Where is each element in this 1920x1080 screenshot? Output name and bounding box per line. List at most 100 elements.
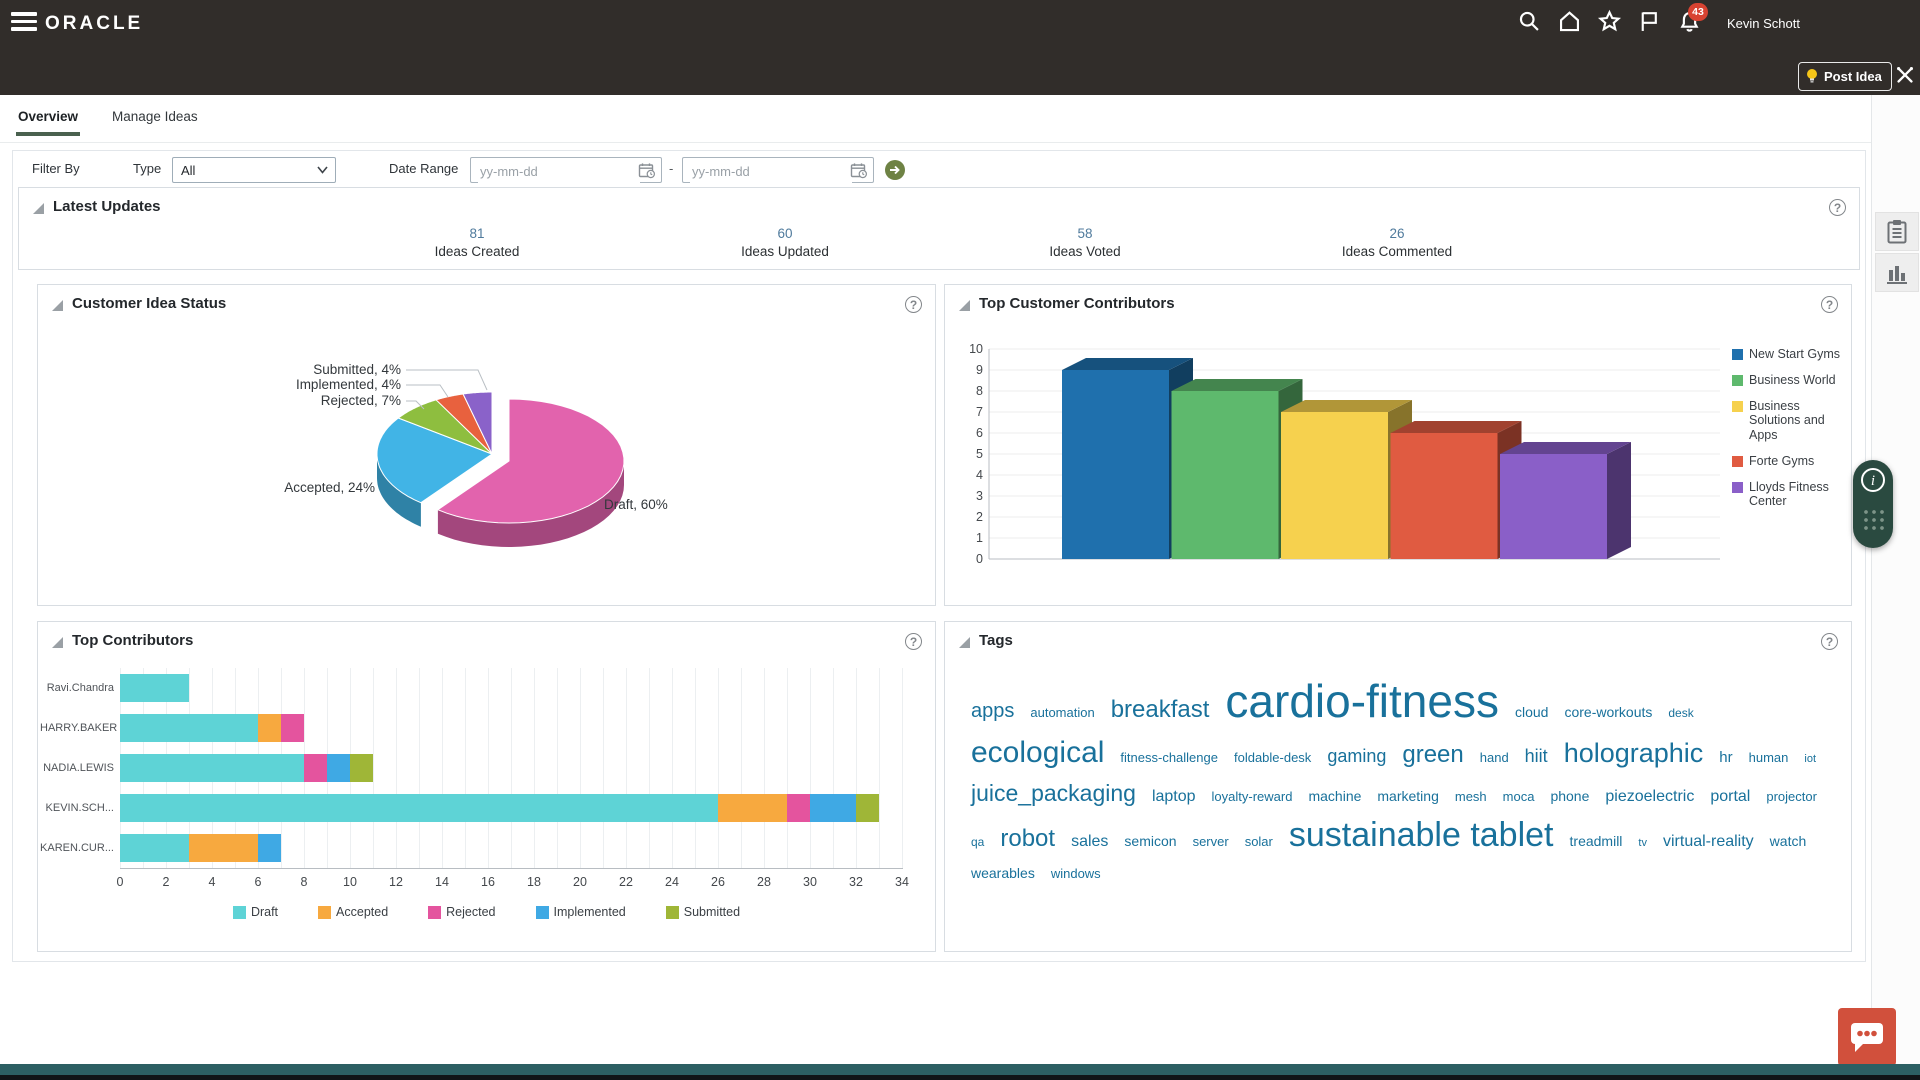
tag-hiit[interactable]: hiit [1524,745,1548,766]
legend-item: Business Solutions and Apps [1732,399,1844,443]
tag-fitness-challenge[interactable]: fitness-challenge [1120,749,1218,765]
x-tick-label: 32 [849,875,863,889]
tag-apps[interactable]: apps [971,700,1015,722]
tag-windows[interactable]: windows [1050,865,1101,881]
tag-server[interactable]: server [1192,833,1229,849]
help-icon[interactable] [905,296,922,313]
clipboard-icon [1887,219,1907,243]
user-menu[interactable]: Kevin Schott [1727,16,1800,31]
bar-top [1281,400,1412,412]
tag-foldable-desk[interactable]: foldable-desk [1233,749,1312,765]
tag-semicon[interactable]: semicon [1124,832,1177,849]
tag-wearables[interactable]: wearables [971,864,1035,881]
collapse-icon[interactable] [33,203,44,214]
stat-value[interactable]: 58 [1077,226,1093,241]
tag-sustainable-tablet[interactable]: sustainable tablet [1288,815,1554,854]
collapse-icon[interactable] [52,637,63,648]
tag-iot[interactable]: iot [1804,752,1817,765]
tag-gaming[interactable]: gaming [1327,745,1387,766]
bar-chart-icon [1887,265,1907,284]
bar-top [1500,442,1631,454]
stat-value[interactable]: 81 [469,226,485,241]
tag-hand[interactable]: hand [1479,749,1509,765]
tag-piezoelectric[interactable]: piezoelectric [1605,787,1695,805]
tag-breakfast[interactable]: breakfast [1110,696,1210,723]
tag-mesh[interactable]: mesh [1454,788,1487,804]
x-tick-label: 28 [757,875,771,889]
tag-core-workouts[interactable]: core-workouts [1564,704,1653,720]
tag-human[interactable]: human [1748,749,1789,765]
tag-qa[interactable]: qa [971,834,985,849]
reports-panel-button[interactable] [1875,253,1919,292]
chat-button[interactable] [1838,1008,1896,1066]
tag-virtual-reality[interactable]: virtual-reality [1662,832,1754,850]
tag-watch[interactable]: watch [1769,832,1807,849]
tag-treadmill[interactable]: treadmill [1569,832,1623,849]
hamburger-menu-icon[interactable] [11,12,37,33]
tag-sales[interactable]: sales [1071,832,1109,850]
tag-robot[interactable]: robot [1000,824,1056,852]
legend-item: New Start Gyms [1732,347,1844,362]
pie-slice-submitted [462,391,493,455]
search-icon[interactable] [1516,8,1543,35]
calendar-icon[interactable] [638,162,656,179]
help-icon[interactable] [1829,199,1846,216]
tag-marketing[interactable]: marketing [1377,787,1439,804]
tag-cardio-fitness[interactable]: cardio-fitness [1225,675,1499,727]
stat-value[interactable]: 60 [777,226,793,241]
tag-moca[interactable]: moca [1502,788,1535,804]
collapse-icon[interactable] [959,300,970,311]
tag-laptop[interactable]: laptop [1151,787,1196,805]
help-icon[interactable] [1821,296,1838,313]
legend-label: Submitted [683,905,741,919]
tag-desk[interactable]: desk [1668,706,1694,720]
tag-juice_packaging[interactable]: juice_packaging [971,779,1136,806]
date-from-input[interactable] [478,159,640,183]
help-icon[interactable] [905,633,922,650]
tag-ecological[interactable]: ecological [971,735,1105,769]
favorites-star-icon[interactable] [1596,8,1623,35]
calendar-icon[interactable] [850,162,868,179]
help-icon[interactable] [1821,633,1838,650]
info-icon[interactable]: i [1861,468,1885,492]
post-idea-button[interactable]: Post Idea [1798,62,1892,91]
stat-ideas-commented: 26 Ideas Commented [1287,226,1507,259]
bar-segment-rejected [304,754,327,782]
home-icon[interactable] [1556,8,1583,35]
collapse-icon[interactable] [52,300,63,311]
tasks-panel-button[interactable] [1875,212,1919,251]
tag-portal[interactable]: portal [1710,787,1751,805]
pie-leader-line [406,400,425,410]
category-label: KAREN.CUR... [40,842,114,854]
oracle-logo: ORACLE [45,13,144,34]
tag-holographic[interactable]: holographic [1563,737,1704,768]
type-select[interactable]: All [172,157,336,183]
tag-loyalty-reward[interactable]: loyalty-reward [1211,788,1293,804]
flag-icon[interactable] [1636,8,1663,35]
tag-green[interactable]: green [1402,740,1464,768]
tag-tv[interactable]: tv [1638,836,1647,849]
tag-hr[interactable]: hr [1719,748,1733,766]
date-to-input[interactable] [690,159,852,183]
drag-dots-icon[interactable] [1862,508,1885,531]
tab-overview[interactable]: Overview [16,95,81,136]
stat-value[interactable]: 26 [1389,226,1405,241]
tag-cloud[interactable]: cloud [1514,704,1549,720]
tools-icon[interactable] [1894,64,1916,86]
collapse-icon[interactable] [959,637,970,648]
tag-automation[interactable]: automation [1030,705,1095,720]
pie-slice-draft [436,398,625,524]
tag-phone[interactable]: phone [1550,787,1590,804]
apply-filter-go-button[interactable] [885,160,905,180]
bar-segment-accepted [258,714,281,742]
tab-manage-ideas[interactable]: Manage Ideas [112,109,198,124]
guided-learning-widget[interactable]: i [1853,460,1893,548]
tag-solar[interactable]: solar [1244,833,1273,849]
category-label: HARRY.BAKER [40,722,118,734]
bar-segment-draft [120,714,258,742]
panel-top-customer-contributors: Top Customer Contributors 0 1 2 3 4 5 6 7 8 9 10 N… [944,284,1852,606]
tag-machine[interactable]: machine [1308,787,1362,804]
top-bar: ORACLE 43 Kevin Schott Post Idea [0,0,1920,95]
tag-projector[interactable]: projector [1766,788,1817,804]
pie-label: Accepted, 24% [284,480,375,495]
